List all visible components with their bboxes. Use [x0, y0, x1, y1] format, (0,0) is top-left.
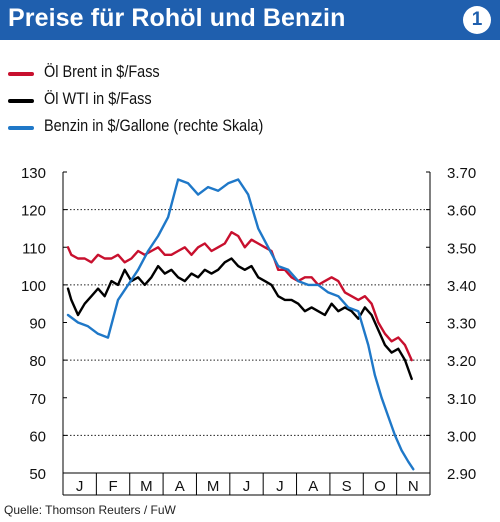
chart-title: Preise für Rohöl und Benzin — [8, 4, 345, 33]
left-tick-label-4: 90 — [29, 316, 46, 333]
left-tick-label-3: 100 — [21, 278, 46, 295]
legend-label-wti: Öl WTI in $/Fass — [44, 89, 152, 109]
figure-number-badge: 1 — [463, 6, 491, 34]
source-note: Quelle: Thomson Reuters / FuW — [4, 503, 176, 517]
right-tick-label-0: 3.70 — [447, 165, 476, 182]
legend-label-benzin: Benzin in $/Gallone (rechte Skala) — [44, 116, 263, 136]
x-tick-label-10: N — [408, 478, 419, 495]
x-tick-label-0: J — [76, 478, 84, 495]
right-tick-label-3: 3.40 — [447, 278, 476, 295]
x-tick-label-2: M — [140, 478, 153, 495]
x-tick-label-9: O — [374, 478, 386, 495]
right-tick-label-7: 3.00 — [447, 428, 476, 445]
left-tick-label-8: 50 — [29, 466, 46, 483]
legend-label-brent: Öl Brent in $/Fass — [44, 62, 160, 82]
left-tick-label-0: 130 — [21, 165, 46, 182]
title-bar: Preise für Rohöl und Benzin 1 — [0, 0, 500, 40]
x-tick-label-7: A — [308, 478, 318, 495]
left-tick-label-2: 110 — [22, 240, 46, 257]
left-tick-label-5: 80 — [29, 353, 46, 370]
legend-swatch-benzin — [8, 126, 34, 130]
x-tick-label-4: M — [207, 478, 220, 495]
right-tick-label-4: 3.30 — [447, 316, 476, 333]
x-tick-label-6: J — [276, 478, 284, 495]
right-tick-label-5: 3.20 — [447, 353, 476, 370]
right-tick-label-6: 3.10 — [447, 391, 476, 408]
chart-area: 130 120 110 100 90 80 70 60 50 3.70 3.60 3.50 3.40 3.… — [0, 160, 500, 500]
right-tick-label-2: 3.50 — [447, 240, 476, 257]
series-line-2 — [68, 180, 413, 470]
left-tick-label-7: 60 — [29, 428, 46, 445]
line-chart: 130 120 110 100 90 80 70 60 50 3.70 3.60 3.50 3.40 3.… — [0, 160, 500, 500]
right-tick-label-8: 2.90 — [447, 466, 476, 483]
right-tick-label-1: 3.60 — [447, 203, 476, 220]
x-tick-label-8: S — [342, 478, 352, 495]
legend-swatch-brent — [8, 72, 34, 76]
left-tick-label-6: 70 — [29, 391, 46, 408]
x-tick-label-3: A — [175, 478, 185, 495]
x-tick-label-5: J — [243, 478, 251, 495]
left-tick-label-1: 120 — [21, 203, 46, 220]
legend-swatch-wti — [8, 99, 34, 103]
x-tick-label-1: F — [108, 478, 117, 495]
